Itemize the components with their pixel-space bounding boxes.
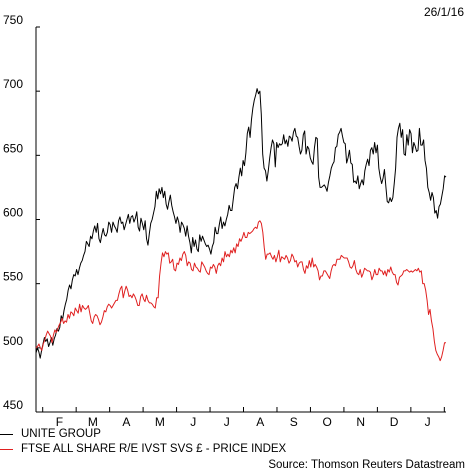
y-tick-label: 600 xyxy=(3,206,23,220)
series-line-unite xyxy=(35,88,447,359)
source-note: Source: Thomson Reuters Datastream xyxy=(268,459,465,471)
y-tick-label: 700 xyxy=(3,77,23,91)
y-axis-ticks: 450 500 550 600 650 700 750 xyxy=(3,13,40,413)
x-tick-label: S xyxy=(290,415,298,429)
y-tick-label: 500 xyxy=(3,334,23,348)
y-tick-label: 550 xyxy=(3,270,23,284)
date-label: 26/1/16 xyxy=(424,5,464,19)
legend-swatch-unite xyxy=(0,433,13,435)
legend-item-ftse: FTSE ALL SHARE R/E IVST SVS £ - PRICE IN… xyxy=(0,443,286,455)
x-tick-label: F xyxy=(56,415,63,429)
y-tick-label: 750 xyxy=(3,13,23,27)
x-tick-label: J xyxy=(425,415,431,429)
axes xyxy=(35,27,446,413)
legend-swatch-ftse xyxy=(0,448,13,450)
y-tick-label: 650 xyxy=(3,141,23,155)
legend-label-ftse: FTSE ALL SHARE R/E IVST SVS £ - PRICE IN… xyxy=(21,443,287,455)
x-tick-label: O xyxy=(323,415,332,429)
series-layer xyxy=(35,88,447,362)
x-tick-label: M xyxy=(88,415,98,429)
x-tick-label: N xyxy=(356,415,365,429)
x-tick-label: J xyxy=(224,415,230,429)
x-tick-label: M xyxy=(155,415,165,429)
y-tick-label: 450 xyxy=(3,398,23,412)
series-line-ftse xyxy=(35,220,446,362)
legend-label-unite: UNITE GROUP xyxy=(21,428,101,440)
legend-item-unite: UNITE GROUP xyxy=(0,428,101,440)
x-tick-label: D xyxy=(390,415,399,429)
x-tick-label: A xyxy=(122,415,130,429)
x-tick-label: A xyxy=(256,415,264,429)
x-tick-label: J xyxy=(190,415,196,429)
